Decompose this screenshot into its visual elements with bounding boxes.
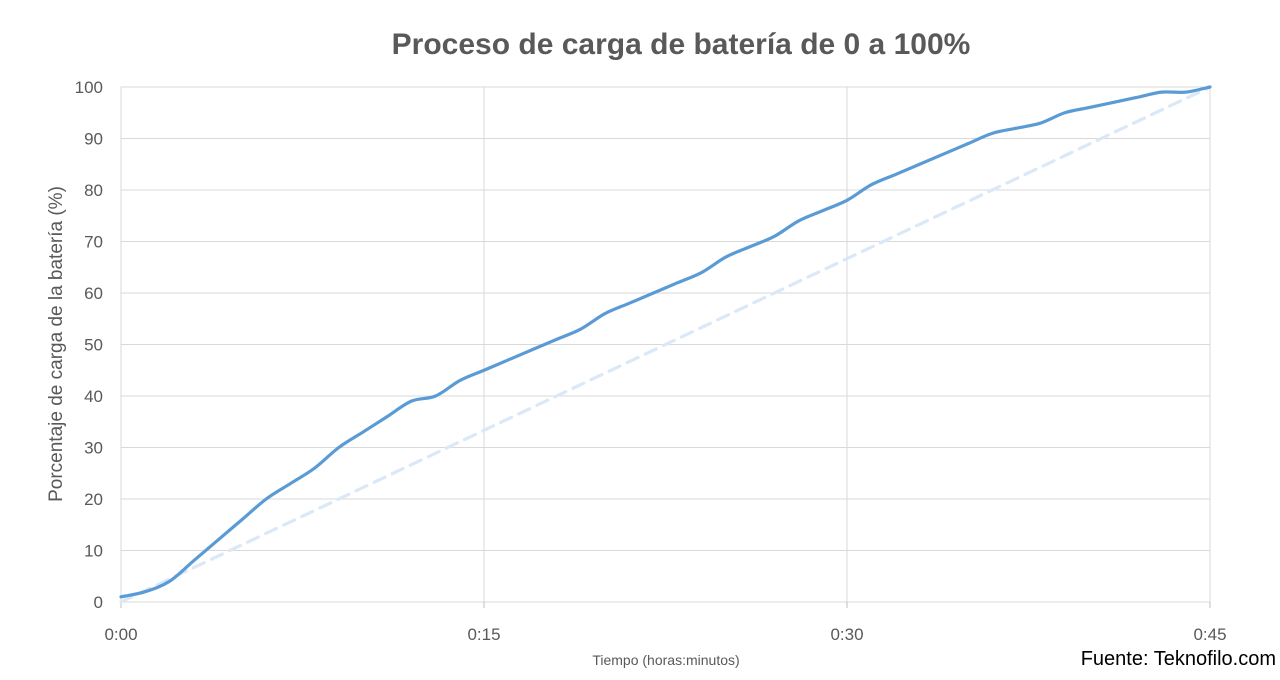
y-tick-label: 50 xyxy=(84,336,103,355)
x-axis-title: Tiempo (horas:minutos) xyxy=(592,652,739,668)
series-lines xyxy=(119,85,1212,604)
x-tick-label: 0:15 xyxy=(467,625,500,644)
y-tick-label: 70 xyxy=(84,233,103,252)
source-note: Fuente: Teknofilo.com xyxy=(1080,648,1276,670)
y-tick-label: 0 xyxy=(94,593,103,612)
y-tick-label: 20 xyxy=(84,490,103,509)
x-tick-labels: 0:00 0:15 0:30 0:45 xyxy=(104,625,1226,644)
y-tick-label: 40 xyxy=(84,387,103,406)
y-axis-title: Porcentaje de carga de la batería (%) xyxy=(46,186,67,502)
y-tick-label: 80 xyxy=(84,181,103,200)
y-tick-label: 90 xyxy=(84,130,103,149)
y-tick-label: 10 xyxy=(84,542,103,561)
y-tick-labels: 0 10 20 30 40 50 60 70 80 90 100 xyxy=(75,78,103,612)
y-tick-label: 60 xyxy=(84,284,103,303)
y-tick-label: 30 xyxy=(84,439,103,458)
charge-curve-line xyxy=(119,85,1212,599)
x-tick-label: 0:45 xyxy=(1193,625,1226,644)
x-tick-label: 0:00 xyxy=(104,625,137,644)
chart-title: Proceso de carga de batería de 0 a 100% xyxy=(391,28,971,61)
reference-line-dashed xyxy=(119,85,1212,604)
y-tick-label: 100 xyxy=(75,78,103,97)
x-tick-label: 0:30 xyxy=(830,625,863,644)
grid-lines xyxy=(120,86,1211,608)
